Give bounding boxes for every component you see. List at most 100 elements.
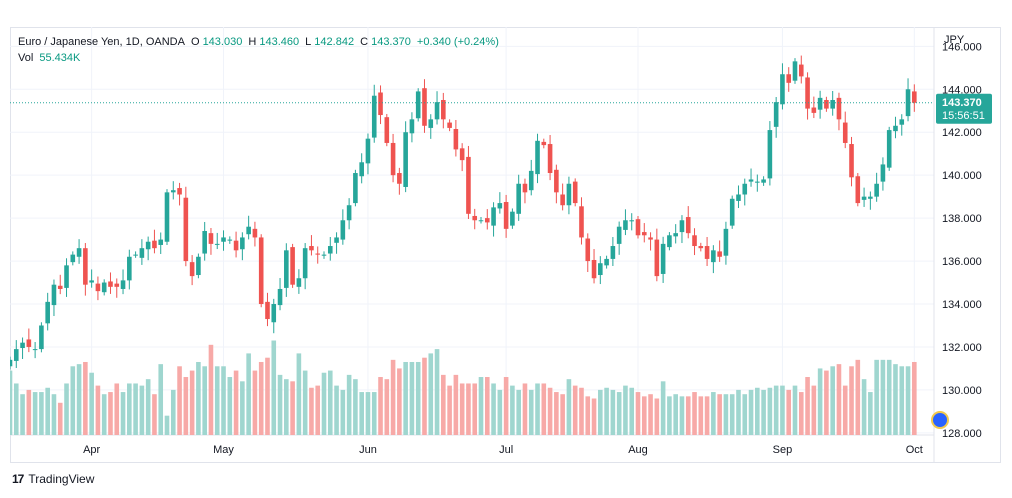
x-tick-label: Apr bbox=[83, 444, 100, 456]
volume-bar bbox=[792, 385, 798, 435]
volume-bar bbox=[899, 366, 905, 435]
candlestick-chart[interactable]: 146.000 144.000 142.000 140.000 138.000 136.0… bbox=[10, 27, 1001, 463]
candle-body bbox=[516, 183, 521, 214]
candle-body bbox=[811, 107, 817, 113]
candle-body bbox=[522, 183, 528, 193]
volume-bar bbox=[202, 366, 207, 435]
candle-body bbox=[554, 169, 559, 193]
candle-body bbox=[422, 88, 427, 126]
y-tick-label: 128.000 bbox=[942, 428, 982, 440]
candle-body bbox=[736, 194, 741, 201]
y-tick-label: 136.000 bbox=[942, 256, 982, 268]
candle-body bbox=[101, 282, 107, 293]
candle-body bbox=[327, 246, 333, 254]
volume-bar bbox=[780, 385, 785, 435]
candle-body bbox=[428, 119, 434, 128]
high-value: 143.460 bbox=[259, 36, 300, 48]
candle-body bbox=[133, 254, 138, 256]
candle-body bbox=[315, 253, 321, 255]
candle-body bbox=[76, 248, 82, 257]
candle-body bbox=[535, 140, 540, 175]
candle-body bbox=[755, 181, 760, 183]
candle-body bbox=[321, 254, 327, 256]
candle-body bbox=[861, 196, 867, 200]
candle-body bbox=[459, 148, 465, 161]
volume-bar bbox=[528, 389, 534, 435]
candle-body bbox=[855, 176, 861, 204]
candle-body bbox=[441, 100, 446, 120]
volume-bar bbox=[535, 383, 540, 435]
volume-bar bbox=[868, 392, 873, 435]
candle-body bbox=[773, 102, 779, 127]
volume-bar bbox=[240, 381, 245, 435]
volume-bar bbox=[685, 396, 691, 435]
candle-body bbox=[403, 132, 408, 187]
volume-bar bbox=[415, 361, 421, 435]
candle-body bbox=[164, 192, 170, 242]
volume-bar bbox=[522, 383, 528, 435]
volume-bar bbox=[510, 385, 515, 435]
candle-body bbox=[598, 263, 603, 276]
volume-bar bbox=[484, 377, 490, 435]
volume-bar bbox=[340, 389, 346, 435]
volume-bar bbox=[441, 374, 446, 435]
candle-body bbox=[591, 259, 597, 279]
candle-body bbox=[723, 228, 729, 256]
candle-body bbox=[899, 119, 905, 125]
candle-body bbox=[334, 237, 339, 243]
volume-bar bbox=[842, 385, 848, 435]
volume-bar bbox=[830, 366, 835, 435]
volume-bar bbox=[748, 389, 754, 435]
volume-bar bbox=[478, 377, 484, 435]
candle-body bbox=[484, 218, 490, 223]
x-tick-label: Jul bbox=[499, 444, 513, 456]
volume-bar bbox=[566, 379, 572, 435]
candle-body bbox=[905, 89, 911, 117]
volume-bar bbox=[849, 366, 854, 435]
volume-bar bbox=[284, 379, 289, 435]
volume-bar bbox=[660, 381, 666, 435]
candle-body bbox=[729, 198, 735, 226]
volume-bar bbox=[327, 370, 333, 435]
volume-bar bbox=[64, 383, 69, 435]
candle-body bbox=[798, 64, 804, 77]
volume-bar bbox=[811, 385, 817, 435]
volume-bar bbox=[516, 389, 521, 435]
candle-body bbox=[560, 194, 565, 206]
volume-bar bbox=[824, 370, 829, 435]
last-price-value: 143.370 bbox=[942, 97, 982, 109]
volume-bar bbox=[189, 370, 195, 435]
candle-body bbox=[265, 301, 270, 320]
candle-body bbox=[836, 97, 842, 120]
candle-body bbox=[170, 190, 176, 193]
volume-bar bbox=[761, 389, 766, 435]
candle-body bbox=[340, 220, 346, 240]
candle-body bbox=[641, 232, 647, 236]
volume-bar bbox=[321, 372, 327, 435]
volume-bar bbox=[635, 392, 641, 435]
volume-bar bbox=[271, 340, 277, 435]
candle-body bbox=[202, 231, 207, 254]
volume-legend: Vol 55.434K bbox=[18, 52, 83, 64]
candle-body bbox=[353, 173, 358, 204]
volume-bar bbox=[334, 385, 339, 435]
tradingview-footer[interactable]: 17 TradingView bbox=[12, 472, 94, 486]
candle-body bbox=[120, 280, 126, 289]
candle-body bbox=[20, 342, 25, 349]
volume-bar bbox=[912, 361, 917, 435]
candle-body bbox=[824, 100, 829, 109]
candle-body bbox=[13, 349, 19, 361]
volume-bar bbox=[296, 353, 302, 435]
volume-bar bbox=[378, 377, 383, 435]
candle-body bbox=[817, 97, 823, 110]
volume-bar bbox=[158, 364, 164, 435]
change-value: +0.340 (+0.24%) bbox=[416, 36, 499, 48]
y-tick-label: 138.000 bbox=[942, 213, 982, 225]
volume-bar bbox=[390, 359, 396, 435]
volume-bar bbox=[836, 364, 842, 435]
candle-body bbox=[616, 226, 622, 244]
scroll-to-realtime-icon bbox=[931, 411, 949, 429]
volume-bar bbox=[170, 389, 176, 435]
candle-body bbox=[497, 203, 503, 209]
candle-body bbox=[227, 239, 233, 241]
